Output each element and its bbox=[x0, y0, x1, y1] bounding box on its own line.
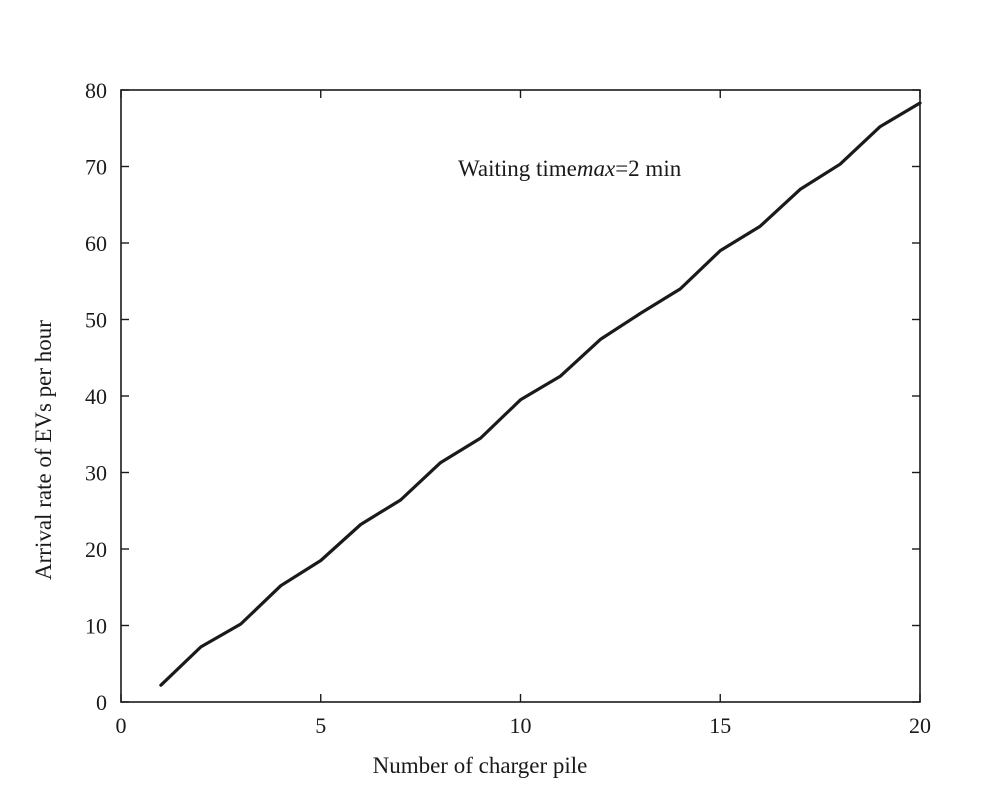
x-tick-label: 15 bbox=[709, 713, 731, 738]
y-axis-label: Arrival rate of EVs per hour bbox=[31, 320, 56, 580]
series-line bbox=[159, 101, 922, 687]
x-tick-label: 5 bbox=[315, 713, 326, 738]
chart-annotation: Waiting timemax=2 min bbox=[458, 156, 682, 181]
y-tick-label: 80 bbox=[85, 78, 107, 103]
y-tick-label: 20 bbox=[85, 537, 107, 562]
y-tick-label: 0 bbox=[96, 690, 107, 715]
annotation-prefix: Waiting time bbox=[458, 156, 577, 181]
y-tick-label: 30 bbox=[85, 461, 107, 486]
y-tick-label: 40 bbox=[85, 384, 107, 409]
series-lines bbox=[159, 101, 922, 687]
x-axis-label: Number of charger pile bbox=[373, 753, 588, 778]
x-tick-label: 10 bbox=[510, 713, 532, 738]
tick-labels: 0 5 10 15 20 0 10 20 30 40 50 60 70 80 bbox=[85, 78, 931, 738]
y-tick-label: 50 bbox=[85, 308, 107, 333]
annotation-suffix: =2 min bbox=[615, 156, 682, 181]
y-tick-label: 10 bbox=[85, 614, 107, 639]
plot-frame bbox=[120, 89, 921, 703]
y-tick-label: 60 bbox=[85, 231, 107, 256]
x-tick-label: 20 bbox=[909, 713, 931, 738]
axis-ticks bbox=[120, 89, 921, 703]
x-tick-label: 0 bbox=[116, 713, 127, 738]
annotation-italic: max bbox=[577, 156, 616, 181]
y-tick-label: 70 bbox=[85, 155, 107, 180]
